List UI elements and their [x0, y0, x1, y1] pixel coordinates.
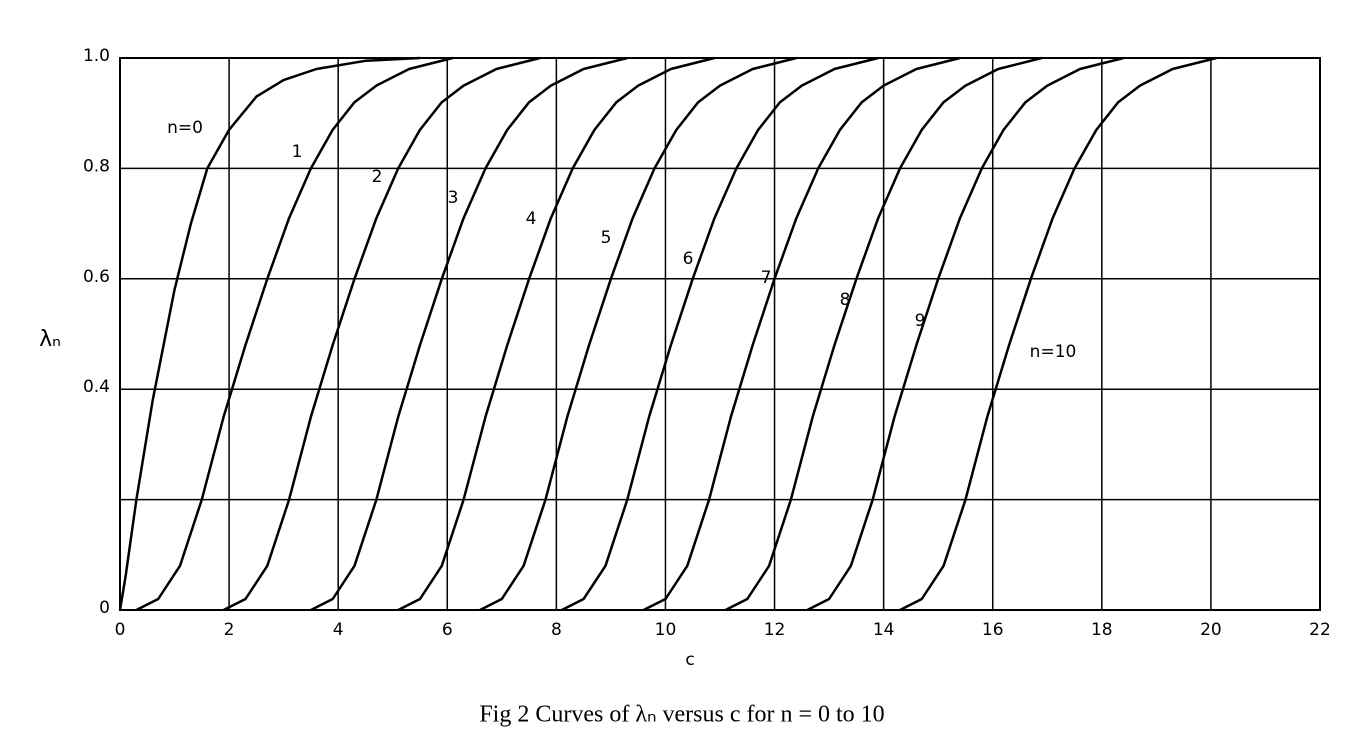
chart-title: Fig 2 Curves of λₙ versus c for n = 0 to…	[479, 702, 884, 728]
curve	[479, 56, 797, 612]
curve	[223, 56, 541, 612]
y-tick-label: 0.6	[83, 267, 110, 287]
curve-label: n=10	[1030, 342, 1077, 362]
y-tick-label: 0.4	[83, 377, 110, 397]
x-tick-label: 18	[1091, 620, 1113, 640]
y-tick-label: 0	[99, 598, 110, 618]
curve-label: 4	[526, 209, 537, 229]
x-tick-label: 6	[442, 620, 453, 640]
curve	[397, 56, 715, 612]
x-tick-label: 22	[1309, 620, 1331, 640]
curve-label: 8	[840, 290, 851, 310]
x-tick-label: 4	[333, 620, 344, 640]
y-tick-label: 1.0	[83, 46, 110, 66]
curve	[724, 56, 1043, 612]
x-tick-label: 2	[224, 620, 235, 640]
x-axis-label: c	[685, 650, 694, 670]
curve	[899, 56, 1217, 612]
curve-label: 2	[372, 167, 383, 187]
curve-label: 9	[915, 311, 926, 331]
curve	[118, 56, 421, 611]
y-tick-label: 0.8	[83, 156, 110, 176]
plot-frame	[119, 57, 1321, 611]
x-tick-label: 14	[873, 620, 895, 640]
curve-label: 3	[448, 188, 459, 208]
curve-label: 6	[683, 249, 694, 269]
x-tick-label: 12	[764, 620, 786, 640]
curve	[561, 56, 879, 612]
x-tick-label: 16	[982, 620, 1004, 640]
curve	[806, 56, 1124, 612]
x-tick-label: 20	[1200, 620, 1222, 640]
curve-label: n=0	[167, 118, 203, 138]
x-tick-label: 0	[115, 620, 126, 640]
x-tick-label: 10	[655, 620, 677, 640]
curve-label: 5	[601, 228, 612, 248]
y-axis-label: λₙ	[39, 327, 61, 352]
curve	[135, 56, 454, 612]
x-tick-label: 8	[551, 620, 562, 640]
curve-label: 7	[761, 268, 772, 288]
curve	[310, 56, 628, 612]
curve	[643, 56, 961, 612]
curve-label: 1	[292, 142, 303, 162]
